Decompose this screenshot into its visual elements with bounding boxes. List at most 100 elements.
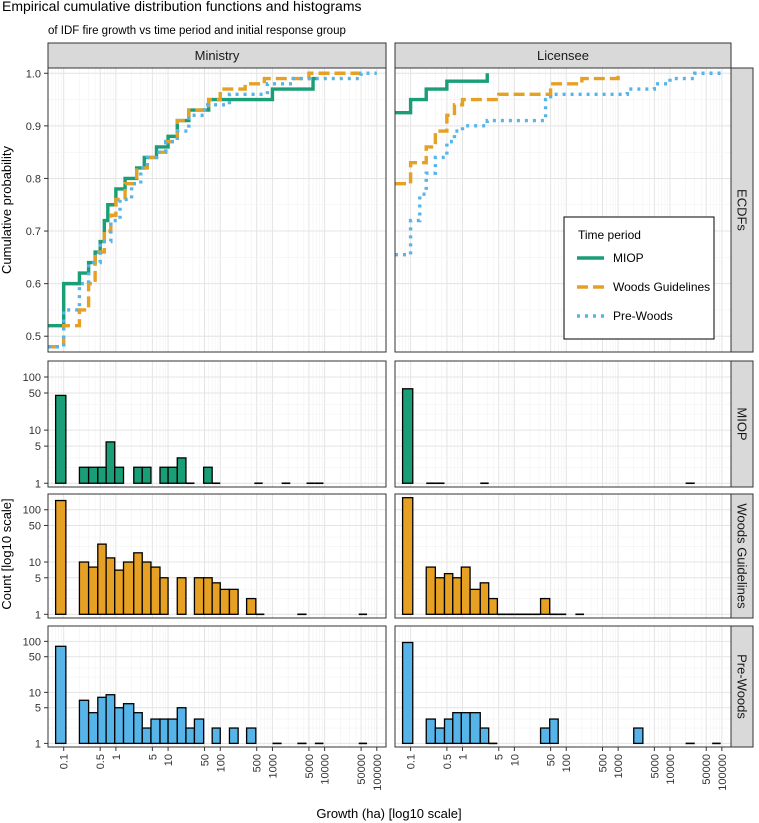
histogram-bar — [549, 718, 559, 745]
histogram-bar — [141, 561, 152, 615]
histogram-bar — [228, 727, 239, 745]
column-strip — [394, 42, 732, 69]
y-tick-label: 10 — [29, 687, 41, 699]
row-strip-label: Woods Guidelines — [735, 503, 750, 609]
x-tick-label: 100000 — [717, 754, 729, 791]
legend-label: MIOP — [613, 251, 644, 265]
histogram-bar — [193, 577, 205, 615]
histogram-bar — [245, 597, 257, 615]
y-tick-label: 10 — [29, 557, 41, 569]
histogram-bar — [460, 566, 471, 615]
column-strip-label: Licensee — [537, 48, 589, 63]
row-strip-label: ECDFs — [735, 189, 750, 231]
histogram-bar — [122, 703, 135, 745]
panel-border — [394, 67, 732, 353]
y-tick-label: 50 — [29, 520, 41, 532]
histogram-bar — [176, 707, 187, 745]
histogram-bar — [176, 577, 187, 615]
panel-background — [48, 68, 386, 352]
x-tick-label: 10000 — [665, 754, 677, 785]
y-tick-label: 1 — [35, 478, 41, 490]
histogram-bar — [150, 718, 161, 745]
histogram-bar — [133, 712, 143, 745]
panel-border — [394, 360, 732, 488]
histogram-bar — [401, 388, 414, 484]
histogram-bar — [87, 566, 99, 615]
histogram-bar — [211, 727, 221, 745]
x-tick-label: 5000 — [304, 754, 316, 778]
histogram-bar — [167, 718, 178, 745]
histogram-bar — [443, 718, 454, 745]
histogram-bar — [54, 645, 67, 745]
histogram-bar — [159, 466, 169, 484]
histogram-bar — [460, 712, 471, 745]
y-tick-label: 1 — [35, 609, 41, 621]
histogram-bar — [469, 588, 481, 615]
y-tick-label: 5 — [35, 441, 41, 453]
panel-border — [47, 67, 387, 353]
x-tick-label: 50 — [200, 754, 212, 766]
histogram-bar — [176, 457, 187, 484]
histogram-bar — [97, 466, 107, 484]
column-strip-label: Ministry — [195, 48, 240, 63]
histogram-bar — [150, 566, 161, 615]
histogram-bar — [202, 577, 213, 615]
histogram-bar — [434, 577, 446, 615]
x-tick-label: 1000 — [613, 754, 625, 778]
x-axis-title: Growth (ha) [log10 scale] — [316, 806, 461, 821]
y-tick-label: 50 — [29, 652, 41, 664]
histogram-bar — [105, 441, 116, 484]
x-tick-label: 1 — [111, 754, 123, 760]
histogram-bar — [54, 499, 67, 615]
y-tick-label: 0.5 — [26, 331, 41, 343]
histogram-bar — [159, 718, 169, 745]
legend-title: Time period — [578, 228, 641, 242]
histogram-bar — [401, 641, 414, 745]
histogram-bar — [114, 569, 125, 615]
y-tick-label: 5 — [35, 573, 41, 585]
x-tick-label: 100 — [561, 754, 573, 772]
chart-subtitle: of IDF fire growth vs time period and in… — [48, 25, 346, 37]
ecdf-line-pre-woods-licensee — [395, 71, 722, 257]
histogram-bar — [219, 588, 231, 615]
x-tick-label: 500 — [597, 754, 609, 772]
y-tick-label: 0.9 — [26, 121, 41, 133]
x-tick-label: 10000 — [320, 754, 332, 785]
histogram-bar — [185, 727, 196, 745]
histogram-bar — [114, 466, 125, 484]
histogram-bar — [202, 466, 213, 484]
histogram-bar — [159, 577, 169, 615]
x-tick-label: 0.5 — [95, 754, 107, 769]
x-tick-label: 10 — [509, 754, 521, 766]
histogram-bar — [87, 712, 99, 745]
panel-border — [394, 493, 732, 619]
histogram-y-axis-title: Count [log10 scale] — [0, 498, 14, 609]
y-tick-label: 5 — [35, 703, 41, 715]
histogram-bar — [105, 557, 116, 615]
x-tick-label: 0.1 — [406, 754, 418, 769]
histogram-bar — [97, 543, 107, 615]
x-tick-label: 100 — [215, 754, 227, 772]
histogram-bar — [425, 566, 437, 615]
histogram-bar — [193, 718, 205, 745]
histogram-bar — [211, 582, 221, 615]
histogram-bar — [401, 497, 414, 615]
histogram-bar — [105, 694, 116, 745]
chart-plot-area: Ministry Licensee ECDFs MIOP Woods Guideline… — [0, 42, 754, 821]
histogram-bar — [425, 718, 437, 745]
y-tick-label: 1.0 — [26, 68, 41, 80]
x-tick-label: 1 — [457, 754, 469, 760]
y-tick-label: 100 — [23, 372, 41, 384]
x-tick-label: 1000 — [267, 754, 279, 778]
x-tick-label: 50000 — [356, 754, 368, 785]
panel-background — [395, 361, 731, 487]
panel-border — [47, 360, 387, 488]
y-tick-label: 0.8 — [26, 173, 41, 185]
chart-title: Empirical cumulative distribution functi… — [2, 0, 362, 14]
histogram-bar — [228, 588, 239, 615]
x-tick-label: 10 — [163, 754, 175, 766]
y-tick-label: 0.7 — [26, 226, 41, 238]
y-tick-label: 0.6 — [26, 279, 41, 291]
y-tick-label: 100 — [23, 505, 41, 517]
